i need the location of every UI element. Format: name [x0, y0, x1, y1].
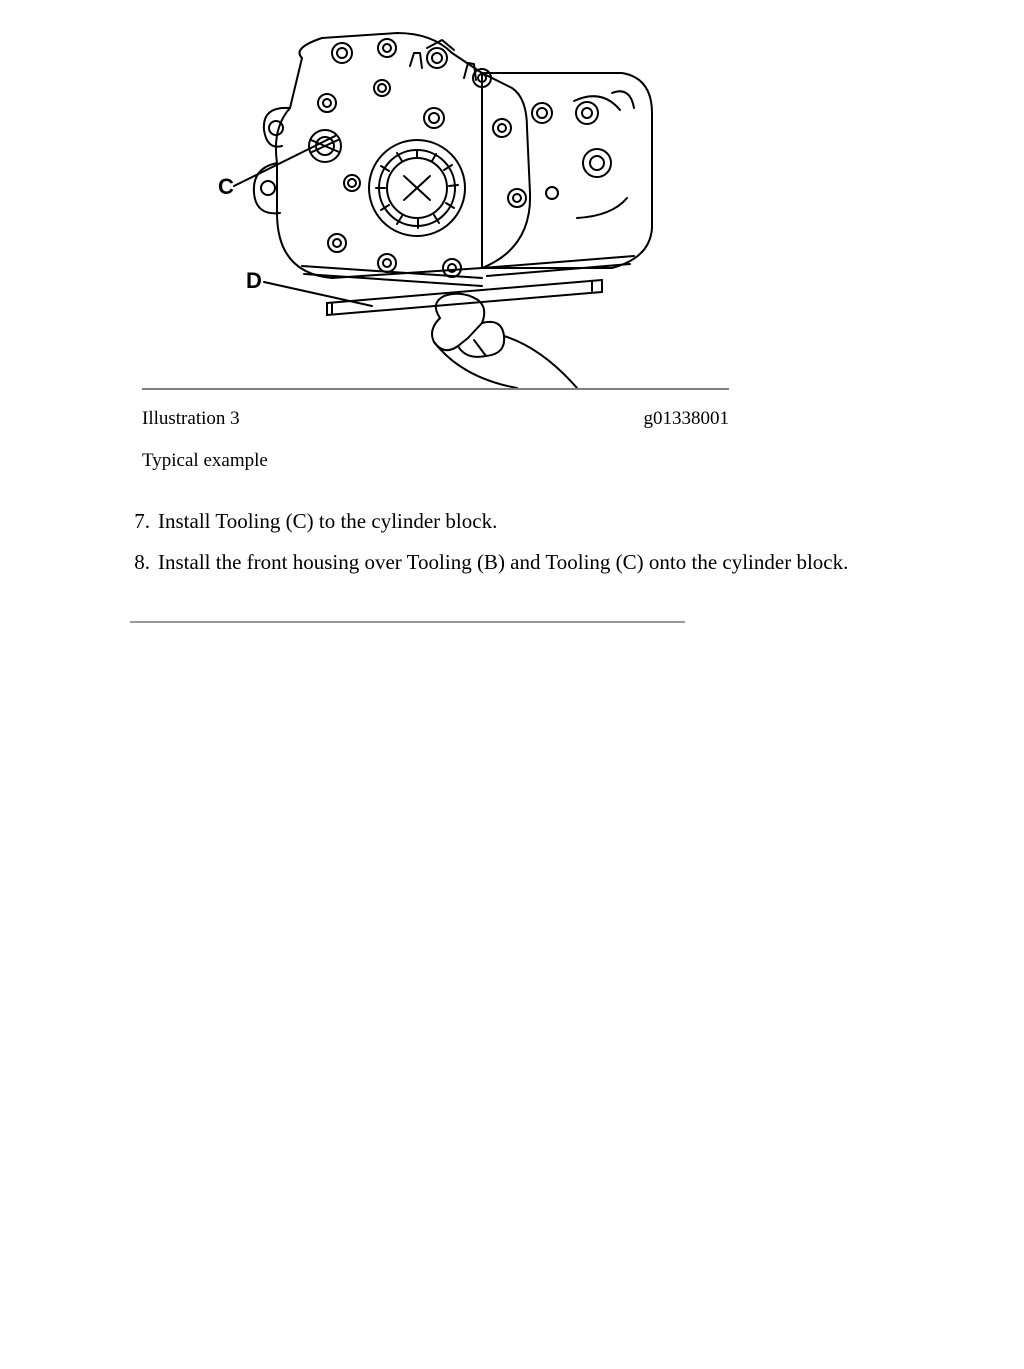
instruction-step: 8. Install the front housing over Toolin…	[108, 549, 908, 576]
illustration-number: Illustration 3	[142, 408, 240, 430]
section-divider	[130, 621, 685, 623]
step-text: Install Tooling (C) to the cylinder bloc…	[158, 508, 908, 535]
callout-d-label: D	[246, 268, 262, 293]
page: C D Illustration 3 g01338001 Typical exa…	[0, 18, 1024, 1369]
instruction-step: 7. Install Tooling (C) to the cylinder b…	[108, 508, 908, 535]
instruction-list: 7. Install Tooling (C) to the cylinder b…	[108, 508, 908, 577]
illustration-subcaption: Typical example	[142, 450, 729, 472]
step-number: 7.	[108, 508, 158, 535]
callout-c-label: C	[218, 174, 234, 199]
illustration-id: g01338001	[644, 408, 730, 430]
step-number: 8.	[108, 549, 158, 576]
figure-block: C D Illustration 3 g01338001 Typical exa…	[142, 18, 729, 472]
illustration-caption-row: Illustration 3 g01338001	[142, 408, 729, 430]
figure-rule	[142, 388, 729, 390]
technical-illustration: C D	[182, 18, 668, 388]
step-text: Install the front housing over Tooling (…	[158, 549, 908, 576]
